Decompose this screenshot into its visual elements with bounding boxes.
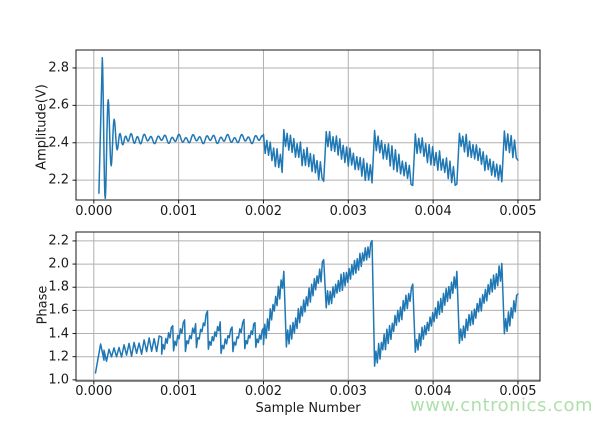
x-tick-label: 0.004 — [414, 204, 452, 219]
x-tick-label: 0.003 — [329, 384, 367, 399]
x-tick-label: 0.005 — [499, 384, 537, 399]
y-tick-label: 2.4 — [48, 135, 69, 151]
x-tick-label: 0.003 — [329, 204, 367, 219]
amplitude-axis-label: Amplitude(V) — [34, 84, 50, 170]
y-tick-label: 2.2 — [48, 172, 69, 188]
y-tick-label: 2.0 — [48, 256, 69, 272]
y-tick-label: 1.4 — [48, 326, 69, 342]
subplot-1 — [72, 231, 541, 385]
x-tick-label: 0.001 — [160, 384, 198, 399]
phase-series-line — [94, 239, 519, 374]
x-tick-label: 0.002 — [244, 204, 283, 219]
x-tick-label: 0.002 — [244, 384, 283, 399]
y-tick-label: 2.6 — [48, 97, 69, 113]
x-tick-label: 0.005 — [499, 204, 537, 219]
x-tick-label: 0.000 — [75, 384, 113, 399]
y-tick-label: 2.2 — [48, 233, 69, 249]
watermark-text: www.cntronics.com — [410, 395, 593, 416]
subplot-0 — [72, 49, 541, 204]
x-tick-label: 0.004 — [414, 384, 452, 399]
x-tick-label: 0.000 — [75, 204, 113, 219]
amplitude-series-line — [98, 57, 519, 200]
y-tick-label: 1.0 — [48, 372, 69, 388]
x-tick-label: 0.001 — [160, 204, 198, 219]
y-tick-label: 1.6 — [48, 302, 69, 318]
y-tick-label: 1.8 — [48, 279, 69, 295]
axes-frame — [75, 231, 541, 382]
y-tick-label: 1.2 — [48, 349, 69, 365]
y-tick-label: 2.8 — [48, 60, 69, 76]
axes-frame — [75, 49, 541, 201]
x-axis-label: Sample Number — [255, 401, 361, 416]
